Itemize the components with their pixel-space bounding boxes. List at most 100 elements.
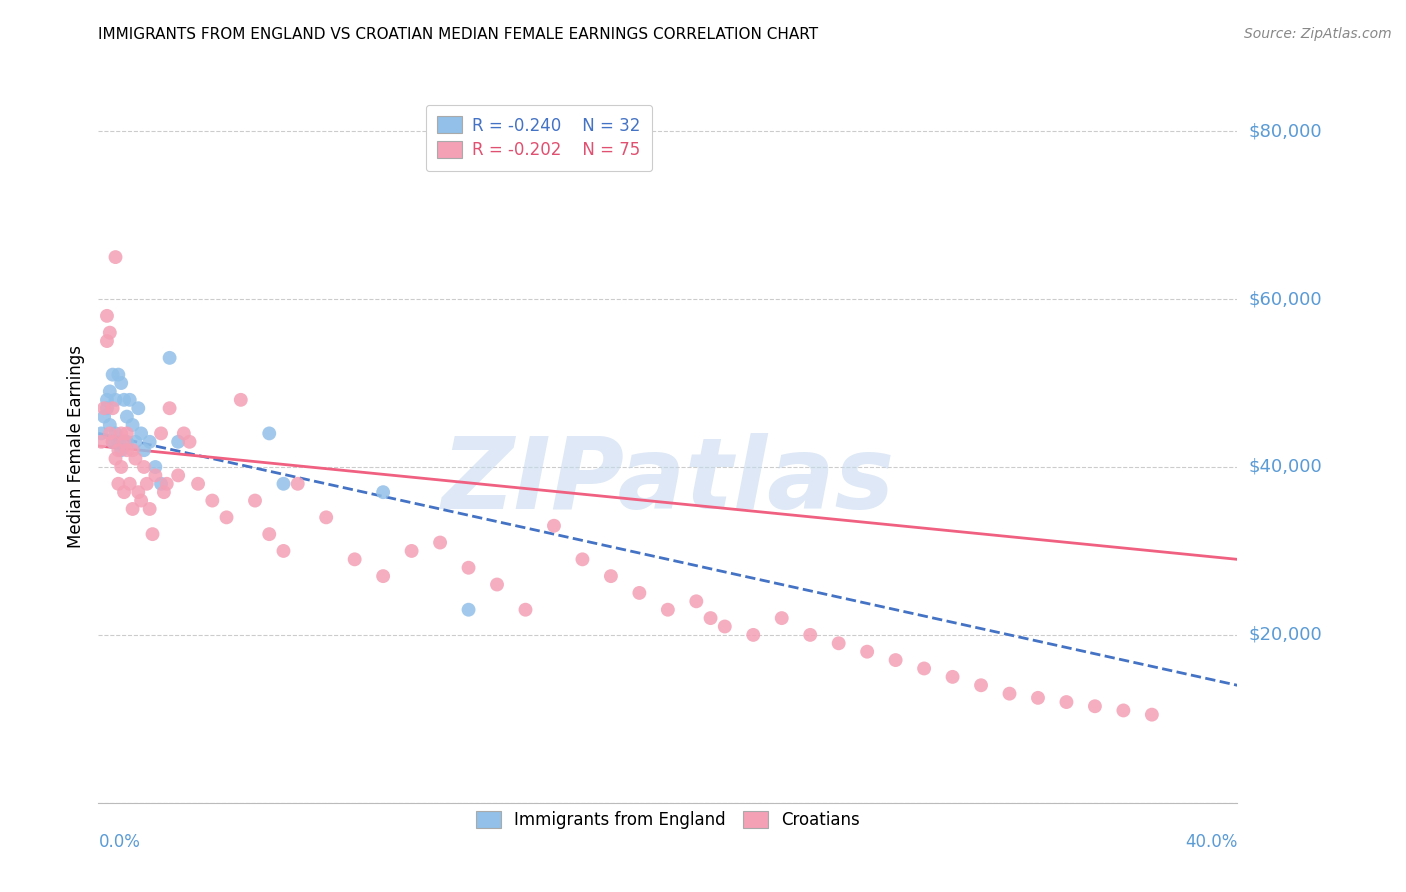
Point (96, 392, 118, 407)
Point (884, 653, 907, 667)
Point (115, 409, 138, 424)
Text: ZIPatlas: ZIPatlas (441, 434, 894, 530)
Legend: Immigrants from England, Croatians: Immigrants from England, Croatians (468, 803, 868, 838)
Text: 0.0%: 0.0% (98, 833, 141, 851)
Point (457, 603, 479, 617)
Point (373, 485, 395, 500)
Text: 40.0%: 40.0% (1185, 833, 1237, 851)
Point (107, 434, 129, 449)
Text: $40,000: $40,000 (1249, 458, 1322, 476)
Point (315, 510, 337, 524)
Point (98, 384, 121, 399)
Point (187, 476, 209, 491)
Point (543, 518, 565, 533)
Point (600, 569, 623, 583)
Point (121, 502, 143, 516)
Point (699, 611, 721, 625)
Point (104, 392, 127, 407)
Point (173, 426, 195, 441)
Point (273, 476, 295, 491)
Point (273, 544, 295, 558)
Point (243, 493, 266, 508)
Point (107, 476, 129, 491)
Point (486, 577, 509, 591)
Point (107, 443, 129, 458)
Point (110, 426, 132, 441)
Point (770, 611, 793, 625)
Point (628, 586, 651, 600)
Point (132, 443, 155, 458)
Point (127, 485, 149, 500)
Point (343, 552, 366, 566)
Point (685, 594, 707, 608)
Point (112, 392, 135, 407)
Point (457, 560, 479, 574)
Text: IMMIGRANTS FROM ENGLAND VS CROATIAN MEDIAN FEMALE EARNINGS CORRELATION CHART: IMMIGRANTS FROM ENGLAND VS CROATIAN MEDI… (98, 27, 818, 42)
Point (215, 510, 238, 524)
Point (515, 603, 537, 617)
Point (118, 392, 141, 407)
Point (115, 443, 138, 458)
Point (101, 434, 124, 449)
Point (112, 434, 135, 449)
Point (159, 401, 181, 416)
Point (229, 392, 252, 407)
Point (93, 401, 115, 416)
Point (138, 502, 160, 516)
Point (124, 451, 146, 466)
Point (118, 476, 141, 491)
Point (104, 426, 127, 441)
Point (121, 443, 143, 458)
Point (132, 460, 155, 475)
Point (98, 426, 121, 441)
Point (714, 619, 737, 633)
Point (145, 460, 167, 475)
Point (401, 544, 423, 558)
Point (110, 460, 132, 475)
Point (179, 434, 201, 449)
Point (121, 417, 143, 432)
Point (259, 527, 281, 541)
Point (138, 434, 160, 449)
Point (156, 476, 179, 491)
Point (104, 451, 127, 466)
Point (90, 426, 112, 441)
Point (799, 628, 821, 642)
Point (129, 493, 152, 508)
Point (141, 527, 163, 541)
Point (101, 368, 124, 382)
Point (90, 434, 112, 449)
Point (167, 468, 190, 483)
Point (571, 552, 593, 566)
Point (153, 485, 176, 500)
Point (115, 434, 138, 449)
Point (145, 468, 167, 483)
Point (828, 636, 851, 650)
Point (1112, 703, 1135, 717)
Point (96, 334, 118, 348)
Point (150, 426, 173, 441)
Point (110, 443, 132, 458)
Point (1140, 707, 1163, 722)
Text: $60,000: $60,000 (1249, 290, 1322, 308)
Point (742, 628, 765, 642)
Point (112, 485, 135, 500)
Point (98, 417, 121, 432)
Point (287, 476, 309, 491)
Point (856, 645, 879, 659)
Point (1056, 695, 1078, 709)
Point (101, 401, 124, 416)
Y-axis label: Median Female Earnings: Median Female Earnings (66, 344, 84, 548)
Point (912, 661, 935, 675)
Point (167, 434, 190, 449)
Point (98, 326, 121, 340)
Point (124, 434, 146, 449)
Point (150, 476, 173, 491)
Point (101, 434, 124, 449)
Point (115, 426, 138, 441)
Text: $20,000: $20,000 (1249, 626, 1322, 644)
Point (259, 426, 281, 441)
Point (110, 376, 132, 390)
Point (93, 409, 115, 424)
Point (129, 426, 152, 441)
